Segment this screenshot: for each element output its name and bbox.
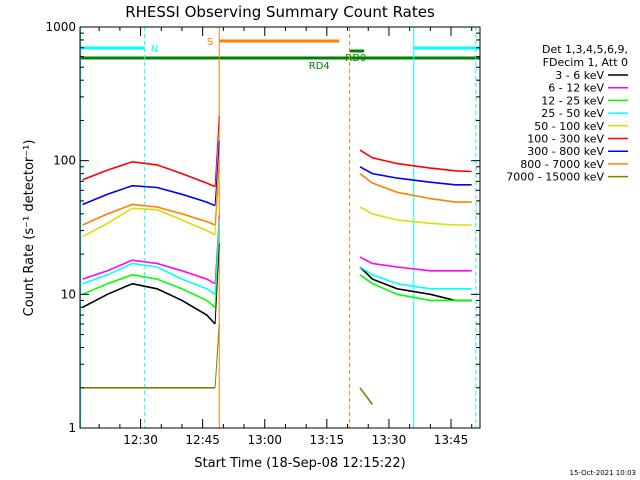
y-tick-label-2: 100 (53, 154, 76, 168)
legend-header-line-2: FDecim 1, Att 0 (543, 56, 628, 69)
series-line-7-part-0 (82, 203, 216, 226)
legend-label-8: 7000 - 15000 keV (506, 171, 604, 184)
x-tick-label-2: 13:00 (247, 433, 282, 447)
series-line-5-part-0 (82, 160, 216, 188)
legend: Det 1,3,4,5,6,9, FDecim 1, Att 0 3 - 6 k… (506, 43, 628, 184)
series-line-0-part-0 (82, 282, 216, 325)
legend-label-5: 100 - 300 keV (527, 133, 604, 146)
series-line-3-part-0 (82, 262, 216, 295)
series-line-8-part-1 (359, 387, 374, 405)
annotation-3: RD0 (345, 53, 366, 64)
legend-label-4: 50 - 100 keV (534, 120, 604, 133)
series-line-2-part-1 (359, 274, 472, 302)
legend-label-2: 12 - 25 keV (541, 94, 604, 107)
series-line-1-part-0 (82, 259, 216, 285)
chart-title: RHESSI Observing Summary Count Rates (125, 3, 435, 21)
series-spike-6 (214, 140, 220, 206)
legend-label-0: 3 - 6 keV (555, 69, 604, 82)
legend-label-6: 300 - 800 keV (527, 145, 604, 158)
series-spike-2 (214, 230, 220, 308)
series-line-4-part-1 (359, 206, 472, 226)
y-tick-label-1: 10 (61, 287, 76, 301)
timestamp: 15-Oct-2021 10:03 (570, 469, 636, 477)
legend-label-1: 6 - 12 keV (548, 82, 604, 95)
series-spike-8 (214, 323, 220, 388)
x-tick-label-0: 12:30 (123, 433, 158, 447)
series-spike-0 (214, 243, 220, 325)
x-axis-label: Start Time (18-Sep-08 12:15:22) (194, 456, 405, 471)
series-spike-7 (214, 161, 220, 226)
series-spike-3 (214, 219, 220, 295)
series-line-3-part-1 (359, 266, 472, 290)
legend-label-7: 800 - 7000 keV (520, 158, 604, 171)
series-line-4-part-0 (82, 207, 216, 238)
series-line-6-part-0 (82, 184, 216, 207)
event-lines (80, 27, 477, 428)
x-tick-label-1: 12:45 (185, 433, 220, 447)
x-tick-label-4: 13:30 (372, 433, 407, 447)
y-axis-label: Count Rate (s⁻¹ detector⁻¹) (22, 140, 37, 317)
y-tick-label-3: 1000 (45, 20, 76, 34)
y-tick-label-0: 1 (68, 421, 76, 435)
annotation-1: S (207, 37, 213, 48)
plot-frame (79, 26, 481, 429)
flag-bars: N S RD4 RD0 (80, 37, 480, 72)
legend-header-line-1: Det 1,3,4,5,6,9, (542, 43, 628, 56)
series-group (82, 115, 472, 405)
series-line-2-part-0 (82, 273, 216, 308)
annotation-0: N (151, 44, 158, 55)
x-tick-label-3: 13:15 (310, 433, 345, 447)
legend-label-3: 25 - 50 keV (541, 107, 604, 120)
series-line-7-part-1 (359, 172, 472, 203)
series-line-5-part-1 (359, 149, 472, 173)
tick-labels: 1 10 100 1000 12:30 12:45 13:00 13:15 13:30 13:45 (45, 20, 468, 447)
axes (79, 26, 481, 429)
series-spike-5 (214, 115, 220, 187)
series-line-1-part-1 (359, 256, 472, 272)
series-line-6-part-1 (359, 166, 472, 186)
series-line-0-part-1 (359, 266, 472, 302)
x-tick-label-5: 13:45 (434, 433, 469, 447)
annotation-2: RD4 (309, 61, 330, 72)
series-spike-4 (214, 172, 220, 235)
